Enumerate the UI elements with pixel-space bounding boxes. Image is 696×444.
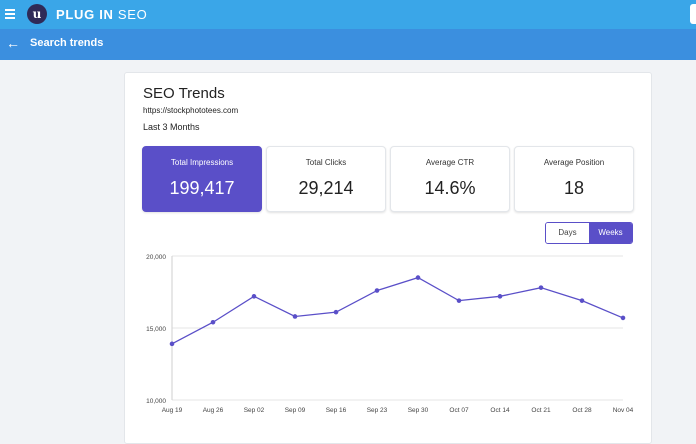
x-tick-label: Sep 23 xyxy=(367,407,388,414)
stat-value: 14.6% xyxy=(424,178,476,198)
x-tick-label: Nov 04 xyxy=(613,407,634,414)
stat-label: Total Clicks xyxy=(305,158,347,167)
data-point xyxy=(497,294,503,299)
x-tick-label: Aug 19 xyxy=(162,407,183,414)
x-tick-label: Oct 28 xyxy=(572,407,592,414)
stat-value: 199,417 xyxy=(169,178,235,198)
top-right-button[interactable] xyxy=(690,4,696,24)
subbar-title: Search trends xyxy=(30,37,104,49)
stat-value: 18 xyxy=(563,178,585,198)
page-title: SEO Trends xyxy=(143,85,225,102)
data-point xyxy=(169,341,175,347)
data-point xyxy=(210,319,216,325)
x-tick-label: Sep 16 xyxy=(326,407,347,414)
x-tick-label: Sep 02 xyxy=(244,407,265,414)
stat-average-ctr[interactable]: Average CTR 14.6% xyxy=(390,146,510,212)
data-point xyxy=(374,288,380,293)
brand-light: SEO xyxy=(113,7,148,22)
weeks-button[interactable]: Weeks xyxy=(589,223,632,243)
date-period: Last 3 Months xyxy=(143,122,200,132)
data-point xyxy=(620,315,626,321)
x-tick-label: Oct 21 xyxy=(531,407,551,414)
y-tick-label: 15,000 xyxy=(146,326,166,333)
top-app-bar: u PLUG IN SEO xyxy=(0,0,696,29)
seo-trends-card: SEO Trends https://stockphototees.com La… xyxy=(124,72,652,444)
brand-name: PLUG IN SEO xyxy=(56,7,148,22)
x-tick-label: Sep 09 xyxy=(285,407,306,414)
y-tick-label: 20,000 xyxy=(146,254,166,261)
data-point xyxy=(292,314,298,319)
brand-bold: PLUG IN xyxy=(56,7,114,22)
data-point xyxy=(579,298,585,303)
site-url: https://stockphototees.com xyxy=(143,106,239,115)
stat-label: Average CTR xyxy=(425,158,475,167)
stat-total-clicks[interactable]: Total Clicks 29,214 xyxy=(266,146,386,212)
data-point xyxy=(415,275,421,280)
data-point xyxy=(538,285,544,290)
data-point xyxy=(456,298,462,303)
y-tick-label: 10,000 xyxy=(146,398,166,405)
impressions-line-chart: 10,000 15,000 20,000 Aug 19 Aug 26 Sep 02 Sep … xyxy=(146,254,634,414)
stat-total-impressions[interactable]: Total Impressions 199,417 xyxy=(142,146,262,212)
data-point xyxy=(251,294,257,299)
arrow-left-icon[interactable]: ← xyxy=(6,35,20,51)
x-tick-label: Sep 30 xyxy=(408,407,429,414)
x-tick-label: Aug 26 xyxy=(203,407,224,414)
logo-badge: u xyxy=(27,4,47,24)
stat-average-position[interactable]: Average Position 18 xyxy=(514,146,634,212)
days-button[interactable]: Days xyxy=(546,223,589,243)
data-point xyxy=(333,309,339,315)
stat-label: Total Impressions xyxy=(170,158,234,167)
stat-value: 29,214 xyxy=(298,178,354,198)
x-tick-label: Oct 14 xyxy=(490,407,510,414)
stat-label: Average Position xyxy=(543,158,605,167)
x-tick-label: Oct 07 xyxy=(449,407,469,414)
sub-header-bar: ← Search trends xyxy=(0,29,696,60)
hamburger-icon[interactable] xyxy=(5,9,15,19)
interval-toggle: Days Weeks xyxy=(545,222,633,244)
series-line xyxy=(171,276,624,345)
